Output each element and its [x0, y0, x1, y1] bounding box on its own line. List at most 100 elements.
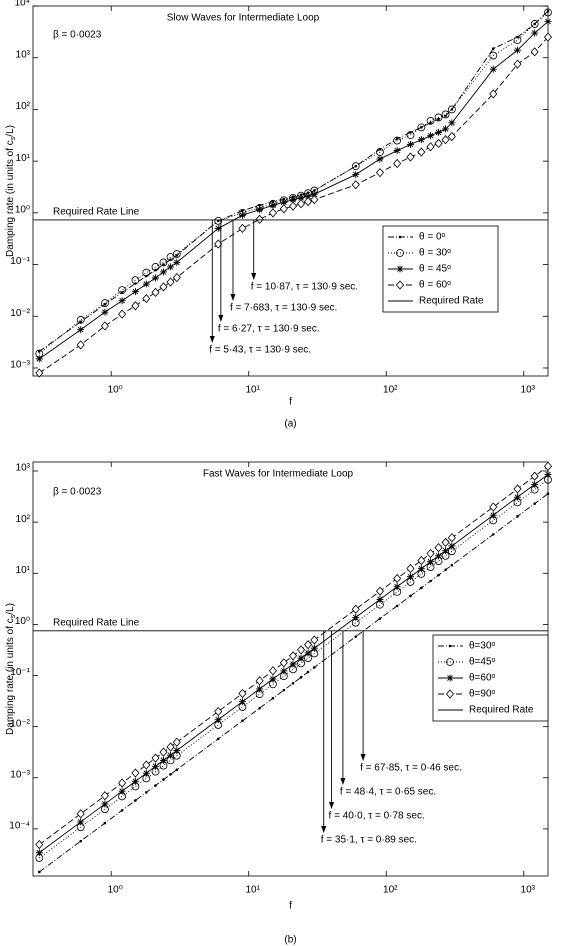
marker-star — [35, 849, 43, 857]
y-tick-label: 10⁰ — [15, 204, 30, 215]
marker-star — [352, 171, 360, 179]
marker-star — [442, 547, 450, 555]
arrow-head — [218, 315, 224, 322]
marker-star — [310, 644, 318, 652]
marker-diamond — [289, 201, 298, 211]
marker-diamond — [166, 742, 175, 752]
marker-star — [77, 326, 85, 334]
arrow-label: f = 6·27, τ = 130·9 sec. — [218, 324, 320, 335]
marker-diamond — [310, 195, 319, 205]
marker-diamond — [214, 706, 223, 717]
marker-dot — [354, 635, 358, 638]
marker-star — [214, 224, 222, 232]
caption: (a) — [284, 419, 296, 430]
marker-star — [77, 818, 85, 826]
marker-diamond — [100, 321, 109, 331]
y-tick-label: 10⁻¹ — [10, 667, 30, 678]
marker-circle — [434, 113, 443, 122]
marker-circle — [396, 249, 404, 257]
marker-diamond — [375, 168, 384, 178]
arrow-head — [329, 802, 335, 809]
legend-label: Required Rate — [419, 296, 484, 307]
marker-star — [289, 196, 297, 204]
marker-circle — [151, 263, 160, 271]
marker-star — [513, 493, 521, 501]
y-tick-label: 10⁴ — [15, 0, 30, 9]
marker-dot — [79, 839, 82, 843]
marker-star — [489, 65, 497, 73]
x-tick-label: 10³ — [521, 385, 536, 396]
marker-diamond — [172, 737, 181, 747]
marker-diamond — [100, 791, 109, 801]
y-tick-label: 10⁻¹ — [10, 256, 30, 267]
marker-dot — [546, 492, 550, 495]
marker-star — [152, 274, 160, 282]
marker-star — [280, 667, 288, 675]
y-tick-label: 10³ — [16, 49, 31, 60]
y-tick-label: 10⁻² — [10, 308, 30, 319]
marker-dot — [169, 773, 172, 776]
marker-star — [159, 756, 167, 764]
marker-star — [304, 649, 312, 657]
marker-star — [513, 46, 521, 54]
marker-dot — [420, 586, 423, 590]
legend-label: θ=90ᵒ — [469, 689, 496, 700]
marker-star — [406, 573, 414, 581]
marker-circle — [159, 258, 168, 267]
marker-dot — [271, 200, 275, 203]
marker-diamond — [513, 484, 522, 494]
marker-circle — [530, 20, 539, 28]
marker-dot — [299, 676, 303, 679]
marker-circle — [76, 316, 85, 324]
marker-dot — [241, 719, 244, 723]
marker-dot — [175, 254, 179, 257]
marker-diamond — [426, 548, 435, 559]
marker-star — [173, 746, 181, 754]
marker-dot — [491, 533, 495, 536]
marker-dot — [409, 594, 412, 598]
marker-star — [238, 698, 246, 706]
marker-star — [448, 542, 456, 550]
marker-dot — [291, 681, 295, 685]
arrow-label: f = 40·0, τ = 0·78 sec. — [329, 811, 425, 822]
marker-diamond — [279, 204, 288, 214]
marker-circle — [131, 276, 140, 285]
marker-dot — [313, 666, 316, 669]
marker-diamond — [142, 293, 151, 304]
x-axis-label: f — [289, 397, 292, 408]
marker-star — [159, 268, 167, 276]
arrow-label: f = 35·1, τ = 0·89 sec. — [321, 835, 417, 846]
beta-note: β = 0·0023 — [53, 487, 102, 498]
x-tick-label: 10¹ — [246, 885, 261, 896]
marker-dot — [395, 137, 399, 141]
marker-diamond — [434, 138, 443, 149]
marker-star — [531, 480, 539, 488]
marker-diamond — [375, 586, 384, 596]
arrow-head — [230, 294, 236, 301]
marker-dot — [395, 604, 399, 608]
marker-dot — [120, 291, 124, 294]
marker-star — [396, 265, 404, 273]
marker-diamond — [489, 502, 498, 512]
marker-circle — [118, 286, 126, 295]
arrow-head — [209, 336, 215, 343]
marker-dot — [437, 117, 440, 121]
arrow-label: f = 7·683, τ = 130·9 sec. — [230, 303, 337, 314]
marker-dot — [450, 108, 454, 111]
marker-circle — [544, 8, 552, 17]
marker-star — [214, 716, 222, 724]
y-tick-label: 10² — [16, 514, 31, 525]
marker-dot — [448, 644, 452, 648]
marker-star — [448, 119, 456, 127]
marker-diamond — [434, 543, 443, 553]
marker-circle — [101, 299, 109, 307]
arrow-label: f = 67·85, τ = 0·46 sec. — [360, 763, 462, 774]
marker-diamond — [310, 635, 319, 645]
marker-diamond — [406, 563, 415, 574]
marker-diamond — [131, 768, 140, 778]
marker-star — [393, 147, 401, 155]
marker-dot — [516, 515, 519, 518]
marker-star — [269, 201, 277, 209]
marker-diamond — [441, 537, 450, 548]
marker-star — [310, 190, 318, 198]
